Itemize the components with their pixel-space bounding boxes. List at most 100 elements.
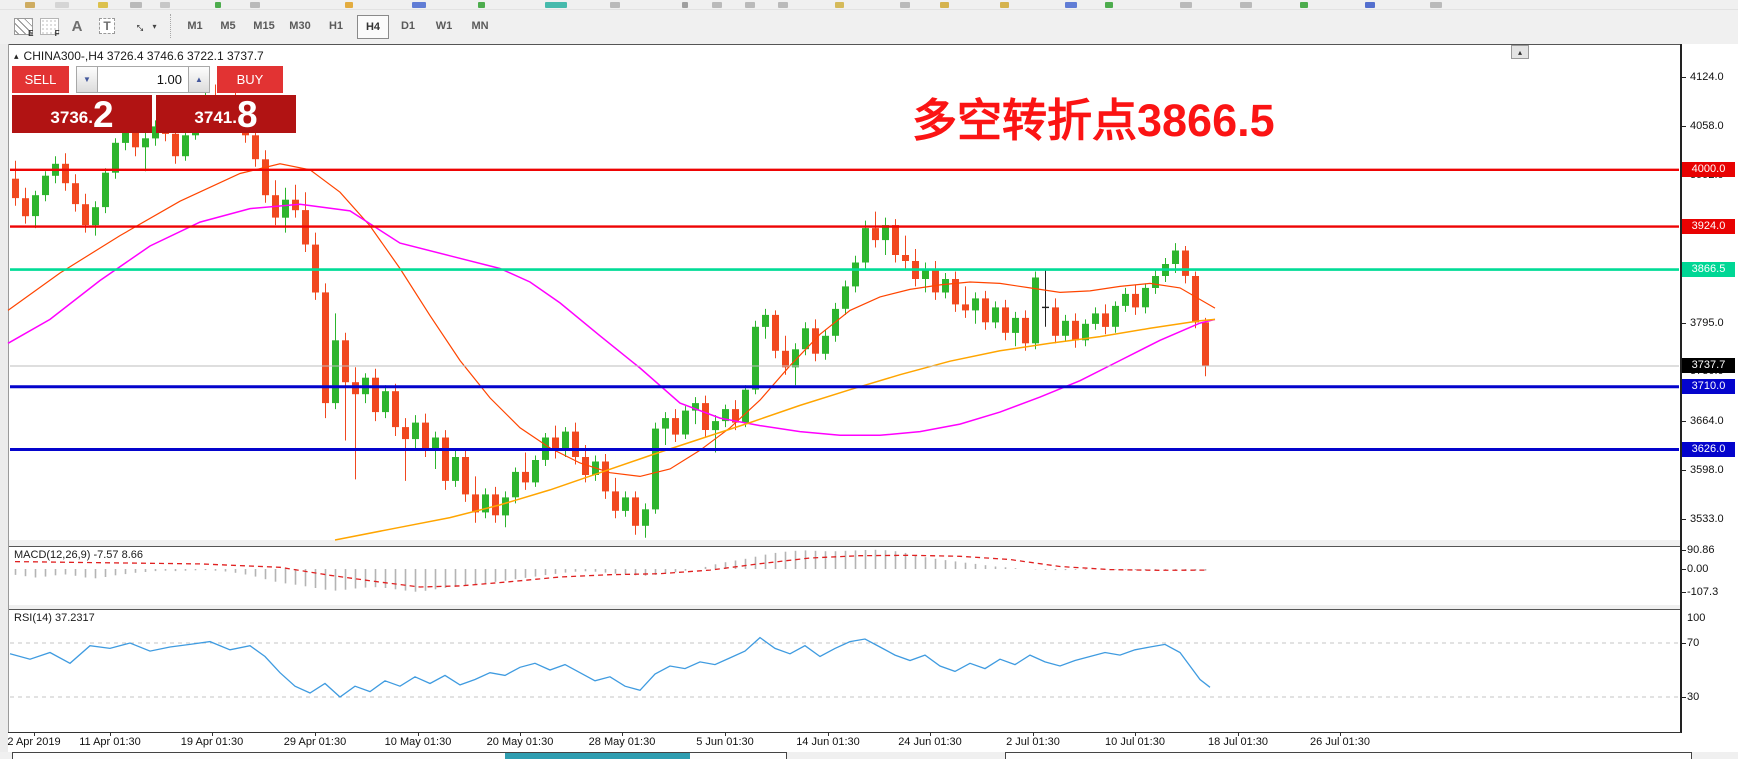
macd-axis-label: 0.00 [1687,563,1709,575]
date-axis-line [8,732,1681,733]
grid-icon: F [39,17,60,38]
macd-axis-tick [1680,592,1686,593]
clipped-icon-fragment [215,2,221,8]
price-badge-4000.0: 4000.0 [1682,162,1735,177]
clipped-icon-fragment [610,2,620,8]
price-axis-line [1680,44,1682,752]
date-label: 10 May 01:30 [384,736,452,748]
buy-button[interactable]: BUY [217,66,283,93]
macd-indicator-panel[interactable] [9,546,1680,605]
date-tick [622,732,623,736]
clipped-icon-fragment [1430,2,1442,8]
date-tick [930,732,931,736]
clipped-top-toolbar [0,0,1738,10]
clipped-icon-fragment [778,2,788,8]
timeframe-button-M1[interactable]: M1 [187,20,203,32]
timeframe-button-W1[interactable]: W1 [435,20,453,32]
date-label: 29 Apr 01:30 [283,736,347,748]
price-tick [1680,323,1686,324]
volume-increase-button[interactable]: ▲ [188,66,210,93]
timeframe-button-H1[interactable]: H1 [328,20,344,32]
clipped-icon-fragment [345,2,353,8]
date-axis-area[interactable] [8,733,1738,752]
date-label: 2 Jul 01:30 [1006,736,1060,748]
date-tick [1135,732,1136,736]
clipped-icon-fragment [1365,2,1375,8]
clipped-icon-fragment [682,2,688,8]
timeframe-button-D1[interactable]: D1 [400,20,416,32]
expander-triangle-icon[interactable]: ▴ [14,50,19,61]
rsi-axis-tick [1680,697,1686,698]
pattern-e-tool-icon[interactable]: E [10,13,36,39]
price-tick-label: 3664.0 [1690,415,1724,427]
buy-price-dot: . [232,108,237,127]
price-tick-label: 3533.0 [1690,513,1724,525]
clipped-icon-fragment [412,2,426,8]
chart-annotation-text: 多空转折点3866.5 [912,95,1275,146]
date-tick [34,732,35,736]
price-tick [1680,519,1686,520]
clipped-icon-fragment [55,2,69,8]
clipped-icon-fragment [1180,2,1192,8]
price-tick-label: 3598.0 [1690,464,1724,476]
window-left-edge [0,44,9,759]
date-label: 20 May 01:30 [486,736,554,748]
date-tick [520,732,521,736]
chart-window-border [8,44,1738,45]
buy-price-display[interactable]: 3741. 8 [156,95,296,133]
clipped-icon-fragment [900,2,910,8]
clipped-icon-fragment [712,2,722,8]
date-label: 11 Apr 01:30 [79,736,141,748]
volume-input[interactable] [98,66,188,93]
buy-price-big-digit: 8 [236,95,258,133]
text-label-tool-button[interactable]: T [94,13,120,39]
hatch-icon: E [13,17,34,38]
diagonal-arrows-icon: ↔ [131,15,154,37]
price-badge-3626.0: 3626.0 [1682,442,1735,457]
date-label: 26 Jul 01:30 [1310,736,1370,748]
date-label: 10 Jul 01:30 [1105,736,1165,748]
timeframe-button-M30[interactable]: M30 [289,20,311,32]
macd-axis-label: -107.3 [1687,586,1719,598]
arrow-tool-button[interactable]: ↔ ▾ [128,13,164,39]
rsi-axis-tick [1680,643,1686,644]
timeframe-button-MN[interactable]: MN [471,20,489,32]
price-tick [1680,470,1686,471]
date-tick [212,732,213,736]
clipped-icon-fragment [160,2,170,8]
volume-decrease-button[interactable]: ▼ [76,66,98,93]
clipped-icon-fragment [130,2,142,8]
sell-price-display[interactable]: 3736. 2 [12,95,152,133]
clipped-icon-fragment [1300,2,1308,8]
timeframe-button-H4[interactable]: H4 [357,15,389,39]
price-badge-3710.0: 3710.0 [1682,379,1735,394]
toolbar-separator [170,14,172,38]
date-label: 19 Apr 01:30 [180,736,244,748]
clipped-icon-fragment [545,2,567,8]
chart-toolbar: E F A T ↔ ▾ M1 M5 M15 M30 H1 H4 D1 W1 MN [0,10,1738,43]
price-badge-3737.7: 3737.7 [1682,358,1735,373]
sell-price-main: 3736 [50,108,89,127]
sell-price-big-digit: 2 [92,95,114,133]
date-tick [1340,732,1341,736]
timeframe-button-M5[interactable]: M5 [220,20,236,32]
sell-button[interactable]: SELL [12,66,69,93]
price-tick-label: 3795.0 [1690,317,1724,329]
rsi-indicator-panel[interactable] [9,609,1680,732]
timeframe-button-M15[interactable]: M15 [253,20,275,32]
price-tick-label: 4124.0 [1690,71,1724,83]
macd-axis-tick [1680,569,1686,570]
clipped-icon-fragment [745,2,755,8]
grid-f-tool-icon[interactable]: F [36,13,62,39]
price-badge-3866.5: 3866.5 [1682,262,1735,277]
date-label: 2 Apr 2019 [7,736,61,748]
chart-symbol-header: ▴ CHINA300-,H4 3726.4 3746.6 3722.1 3737… [14,49,264,63]
date-tick [1033,732,1034,736]
chart-shift-button[interactable]: ▴ [1511,45,1529,59]
clipped-teal-bar [505,753,690,759]
macd-axis-label: 90.86 [1687,544,1715,556]
rsi-label: RSI(14) 37.2317 [14,612,95,624]
font-tool-button[interactable]: A [66,13,88,39]
clipped-icon-fragment [1105,2,1113,8]
